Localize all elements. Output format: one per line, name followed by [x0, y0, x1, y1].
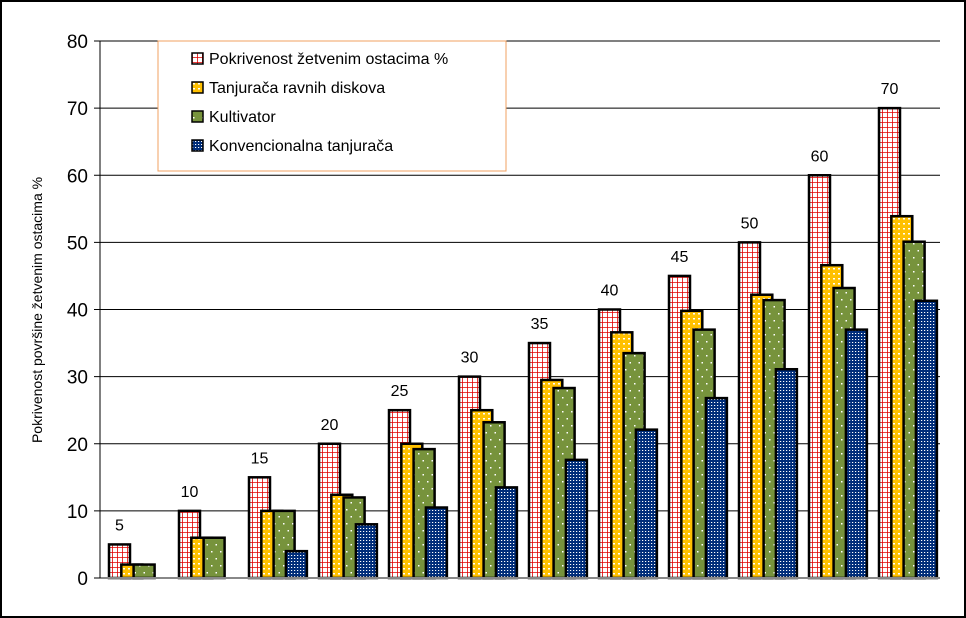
data-label: 70 — [881, 81, 899, 98]
legend-swatch — [191, 110, 204, 123]
y-tick-label: 10 — [67, 502, 88, 523]
data-label: 25 — [391, 383, 409, 400]
bar-3-50 — [774, 367, 799, 580]
bar-2-10 — [202, 536, 226, 580]
data-label: 50 — [741, 215, 759, 232]
data-label: 45 — [671, 249, 689, 266]
y-tick-label: 60 — [67, 166, 88, 187]
y-tick-label: 50 — [67, 233, 88, 254]
bar-3-70 — [914, 299, 939, 580]
bar-3-20 — [354, 523, 379, 580]
legend-label: Tanjurača ravnih diskova — [209, 80, 385, 97]
bar-3-60 — [844, 328, 869, 580]
legend-label: Konvencionalna tanjurača — [209, 138, 393, 155]
data-labels: 5 10 15 20 25 30 35 40 45 50 60 70 — [115, 81, 898, 534]
bar-3-40 — [634, 428, 659, 580]
y-tick-label: 20 — [67, 435, 88, 456]
data-label: 35 — [531, 316, 549, 333]
legend-label: Kultivator — [209, 109, 276, 126]
data-label: 10 — [181, 484, 199, 501]
y-tick-label: 70 — [67, 99, 88, 120]
bars — [107, 106, 939, 580]
y-tick-label: 0 — [77, 569, 88, 590]
y-axis-ticks: 0 10 20 30 40 50 60 70 80 — [67, 32, 100, 590]
y-axis-label: Pokrivenost površine žetvenim ostacima % — [29, 177, 45, 443]
data-label: 40 — [601, 283, 619, 300]
legend-swatch — [191, 81, 204, 94]
bar-3-35 — [564, 458, 589, 580]
data-label: 30 — [461, 350, 479, 367]
legend-swatch — [191, 52, 204, 65]
bar-2-5 — [132, 563, 156, 580]
y-tick-label: 80 — [67, 32, 88, 53]
bar-3-45 — [704, 396, 729, 580]
data-label: 20 — [321, 417, 339, 434]
legend: Pokrivenost žetvenim ostacima % Tanjurača… — [157, 40, 507, 172]
bar-3-15 — [284, 549, 309, 580]
data-label: 60 — [811, 148, 829, 165]
bar-3-25 — [424, 506, 449, 580]
data-label: 5 — [115, 517, 124, 534]
data-label: 15 — [251, 450, 269, 467]
bar-3-30 — [494, 486, 519, 580]
legend-label: Pokrivenost žetvenim ostacima % — [209, 51, 448, 68]
y-tick-label: 40 — [67, 301, 88, 322]
y-tick-label: 30 — [67, 368, 88, 389]
legend-swatch — [191, 139, 204, 152]
